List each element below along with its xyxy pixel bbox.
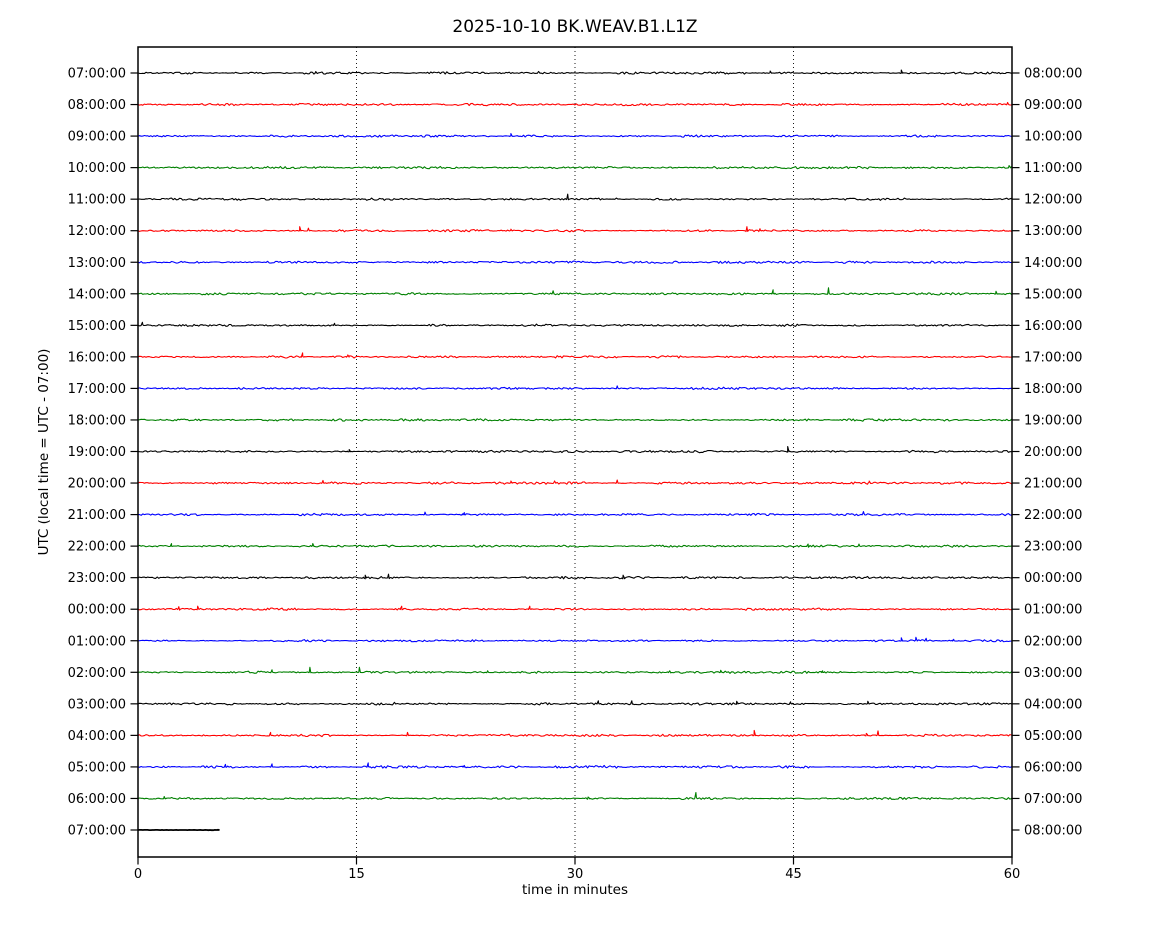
row-right-label: 04:00:00 xyxy=(1024,697,1082,712)
row-right-label: 17:00:00 xyxy=(1024,350,1082,365)
row-right-label: 21:00:00 xyxy=(1024,477,1082,492)
row-left-label: 23:00:00 xyxy=(68,571,126,586)
trace-row xyxy=(138,511,1013,517)
row-left-label: 20:00:00 xyxy=(68,477,126,492)
row-left-label: 19:00:00 xyxy=(68,445,126,460)
x-tick-label: 0 xyxy=(134,867,142,882)
trace-row xyxy=(137,762,1013,769)
row-right-label: 09:00:00 xyxy=(1024,98,1082,113)
trace-row xyxy=(137,573,1013,580)
row-right-label: 07:00:00 xyxy=(1024,792,1082,807)
row-right-label: 23:00:00 xyxy=(1024,540,1082,555)
trace-row xyxy=(137,352,1013,359)
row-right-label: 19:00:00 xyxy=(1024,413,1082,428)
row-right-label: 10:00:00 xyxy=(1024,130,1082,145)
trace-row xyxy=(137,133,1013,138)
trace-row xyxy=(137,321,1013,327)
trace-row xyxy=(137,605,1013,611)
row-left-label: 09:00:00 xyxy=(68,130,126,145)
row-left-label: 06:00:00 xyxy=(68,792,126,807)
trace-row xyxy=(137,543,1013,548)
row-right-label: 08:00:00 xyxy=(1024,67,1082,82)
trace-row xyxy=(137,260,1013,264)
row-left-label: 11:00:00 xyxy=(68,193,126,208)
row-right-label: 03:00:00 xyxy=(1024,666,1082,681)
row-left-label: 00:00:00 xyxy=(68,603,126,618)
row-left-label: 08:00:00 xyxy=(68,98,126,113)
trace-row xyxy=(137,479,1013,485)
row-right-label: 20:00:00 xyxy=(1024,445,1082,460)
y-axis-label: UTC (local time = UTC - 07:00) xyxy=(36,348,52,556)
x-tick-label: 30 xyxy=(567,867,584,882)
trace-row xyxy=(137,193,1013,201)
chart-title: 2025-10-10 BK.WEAV.B1.L1Z xyxy=(452,17,698,37)
trace-row xyxy=(137,418,1013,422)
trace-row xyxy=(137,287,1013,296)
row-left-label: 12:00:00 xyxy=(68,224,126,239)
row-left-label: 17:00:00 xyxy=(68,382,126,397)
row-right-label: 22:00:00 xyxy=(1024,508,1082,523)
row-left-label: 03:00:00 xyxy=(68,697,126,712)
x-axis-label: time in minutes xyxy=(521,882,629,898)
row-left-label: 04:00:00 xyxy=(68,729,126,744)
trace-row xyxy=(137,165,1013,170)
row-left-label: 10:00:00 xyxy=(68,161,126,176)
row-left-label: 22:00:00 xyxy=(68,540,126,555)
row-left-label: 07:00:00 xyxy=(68,67,126,82)
row-left-label: 01:00:00 xyxy=(68,634,126,649)
trace-row xyxy=(137,636,1013,643)
row-right-label: 11:00:00 xyxy=(1024,161,1082,176)
row-right-label: 14:00:00 xyxy=(1024,256,1082,271)
row-right-label: 18:00:00 xyxy=(1024,382,1082,397)
row-left-label: 05:00:00 xyxy=(68,760,126,775)
row-right-label: 12:00:00 xyxy=(1024,193,1082,208)
trace-row xyxy=(137,700,1013,706)
row-left-label: 16:00:00 xyxy=(68,350,126,365)
row-left-label: 15:00:00 xyxy=(68,319,126,334)
x-tick-label: 60 xyxy=(1004,867,1021,882)
row-right-label: 05:00:00 xyxy=(1024,729,1082,744)
row-left-label: 07:00:00 xyxy=(68,824,126,839)
row-right-label: 16:00:00 xyxy=(1024,319,1082,334)
row-right-label: 15:00:00 xyxy=(1024,287,1082,302)
trace-row xyxy=(137,791,1013,801)
trace-row xyxy=(137,385,1013,391)
trace-row xyxy=(137,69,1013,75)
row-right-label: 01:00:00 xyxy=(1024,603,1082,618)
row-left-label: 14:00:00 xyxy=(68,287,126,302)
row-left-label: 21:00:00 xyxy=(68,508,126,523)
trace-row xyxy=(137,666,1013,674)
row-right-label: 02:00:00 xyxy=(1024,634,1082,649)
x-tick-label: 15 xyxy=(348,867,365,882)
trace-row xyxy=(137,101,1013,107)
trace-row xyxy=(137,445,1013,454)
row-right-label: 06:00:00 xyxy=(1024,760,1082,775)
row-left-label: 18:00:00 xyxy=(68,413,126,428)
x-tick-label: 45 xyxy=(785,867,802,882)
trace-row xyxy=(137,226,1013,233)
row-right-label: 08:00:00 xyxy=(1024,824,1082,839)
row-right-label: 00:00:00 xyxy=(1024,571,1082,586)
row-left-label: 13:00:00 xyxy=(68,256,126,271)
trace-row xyxy=(137,729,1013,738)
row-right-label: 13:00:00 xyxy=(1024,224,1082,239)
row-left-label: 02:00:00 xyxy=(68,666,126,681)
